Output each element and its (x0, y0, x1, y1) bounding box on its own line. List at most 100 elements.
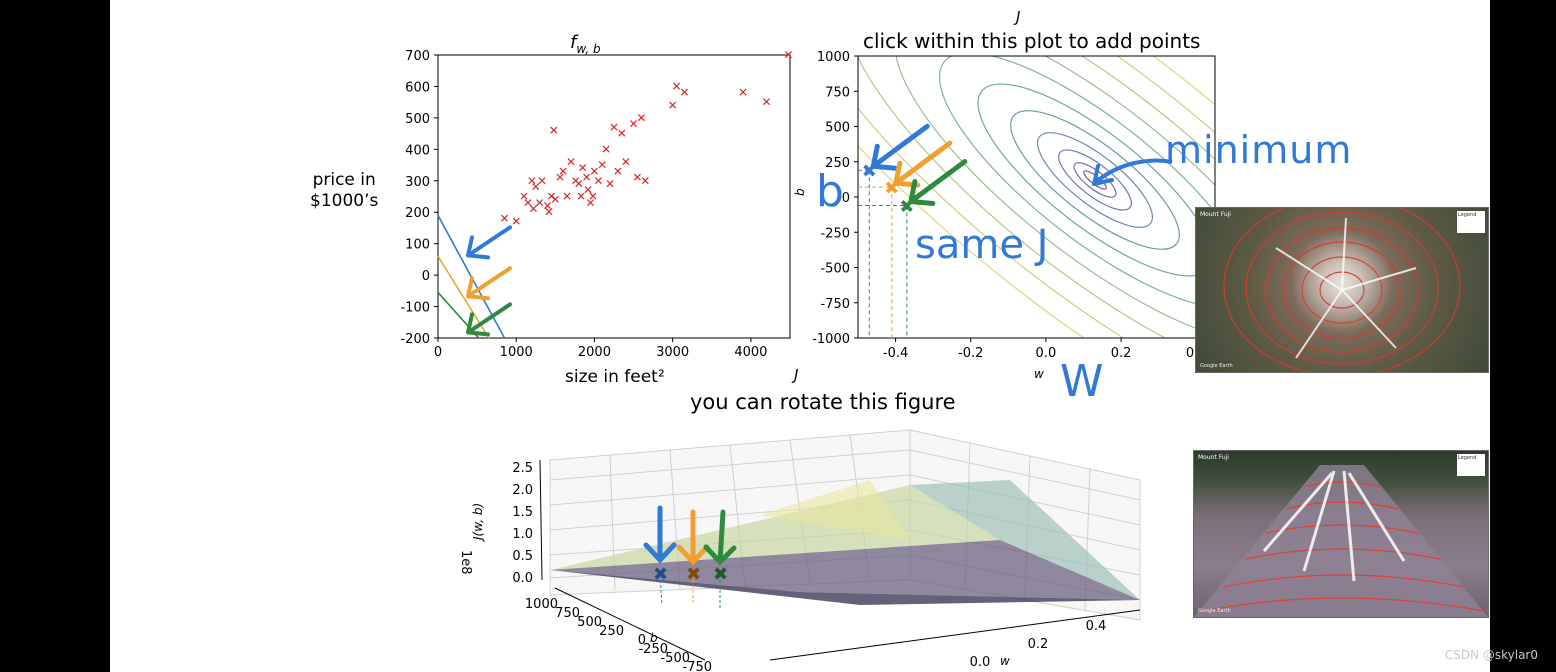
data-point: ✕ (621, 155, 631, 169)
surface-markers: ✖ ✖ ✖ (653, 564, 728, 608)
x-tick-label: -0.2 (958, 346, 983, 361)
data-point: ✕ (571, 174, 581, 188)
photo-bottom-credit: Google Earth (1198, 608, 1231, 614)
data-point: ✕ (632, 171, 642, 185)
fwb-axis-ticks: 0 1000 2000 3000 4000 -200 -100 0 100 200 300 400 50… (400, 49, 767, 360)
contour-level (894, 56, 1215, 338)
data-point: ✕ (738, 86, 748, 100)
surface-wlabel: w (1000, 654, 1010, 668)
data-point: ✕ (762, 95, 772, 109)
data-point: ✕ (582, 171, 592, 185)
data-point: ✕ (566, 155, 576, 169)
annotation-arrow-orange (466, 266, 512, 301)
x-tick-label: 4000 (734, 345, 767, 360)
y-tick-label: 500 (405, 112, 430, 127)
data-point: ✕ (601, 142, 611, 156)
y-tick-label: 700 (405, 49, 430, 64)
fwb-xlabel: size in feet² (565, 367, 665, 387)
photo-top-legend: Legend (1457, 211, 1485, 233)
contour-title: click within this plot to add points (863, 29, 1200, 53)
y-tick-label: 200 (405, 206, 430, 221)
data-point: ✕ (609, 120, 619, 134)
data-point: ✕ (546, 190, 556, 204)
b-tick-label: 750 (555, 606, 580, 621)
data-point: ✕ (605, 177, 615, 191)
y-tick-label: 600 (405, 80, 430, 95)
data-point: ✕ (640, 174, 650, 188)
data-point: ✕ (668, 98, 678, 112)
b-tick-label: 250 (599, 624, 624, 639)
z-tick-label: 2.5 (512, 461, 533, 476)
contour-level (858, 56, 1215, 338)
y-tick-label: 750 (825, 85, 850, 100)
y-tick-label: -750 (820, 297, 850, 312)
data-point: ✕ (576, 190, 586, 204)
annotation-b: b (816, 166, 844, 217)
y-tick-label: -200 (400, 332, 430, 347)
surface-blabel: b (650, 631, 658, 645)
contour-plot[interactable]: J click within this plot to add points -… (790, 0, 1250, 390)
annotation-same-j: same J (915, 222, 1049, 268)
mountain-contour-icon (1194, 465, 1488, 617)
data-point: ✕ (636, 111, 646, 125)
surface-title: you can rotate this figure (690, 390, 956, 414)
z-tick-label: 0.5 (512, 549, 533, 564)
w-tick-label: 0.4 (1086, 619, 1107, 634)
b-tick-label: 0 (638, 633, 646, 648)
data-point: ✕ (589, 164, 599, 178)
b-tick-label: 500 (577, 615, 602, 630)
data-point: ✕ (629, 117, 639, 131)
data-point: ✕ (527, 174, 537, 188)
contour-level (1036, 132, 1154, 228)
data-point: ✕ (537, 174, 547, 188)
data-point: ✕ (550, 193, 560, 207)
annotation-arrow-green (908, 158, 968, 206)
b-tick-label: -250 (638, 642, 668, 657)
y-tick-label: 250 (825, 156, 850, 171)
data-point: ✕ (562, 190, 572, 204)
data-point: ✕ (549, 123, 559, 137)
svg-text:✖: ✖ (686, 564, 701, 585)
data-point: ✕ (613, 164, 623, 178)
data-point: ✕ (588, 190, 598, 204)
b-tick-label: -750 (682, 660, 712, 672)
contour-level (1073, 162, 1117, 198)
fwb-plot[interactable]: fw, b 0 1000 2000 3000 4000 -200 -100 0 100 200 30… (380, 20, 820, 390)
x-tick-label: 3000 (656, 345, 689, 360)
data-point: ✕ (535, 196, 545, 210)
data-point: ✕ (511, 215, 521, 229)
data-point: ✕ (555, 171, 565, 185)
annotation-minimum: minimum (1165, 128, 1353, 172)
data-point: ✕ (558, 164, 568, 178)
y-tick-label: -250 (820, 226, 850, 241)
y-tick-label: 0 (422, 269, 430, 284)
y-tick-label: 100 (405, 238, 430, 253)
b-tick-label: -500 (660, 651, 690, 666)
fwb-ylabel: price in $1000’s (310, 170, 378, 212)
contour-level (858, 56, 1215, 338)
photo-top-credit: Google Earth (1200, 363, 1233, 369)
z-tick-label: 0.0 (512, 571, 533, 586)
data-point: ✕ (586, 196, 596, 210)
surface-zscale-label: 1e8 (458, 550, 473, 575)
data-point: ✕ (617, 127, 627, 141)
y-tick-label: -1000 (812, 332, 850, 347)
annotation-w: W (1060, 356, 1104, 407)
annotation-arrow-green (466, 302, 512, 337)
data-point: ✕ (679, 86, 689, 100)
data-point: ✕ (531, 180, 541, 194)
data-point: ✕ (783, 48, 793, 62)
x-tick-label: 1000 (500, 345, 533, 360)
data-point: ✕ (593, 174, 603, 188)
data-point: ✕ (519, 190, 529, 204)
fwb-frame (437, 54, 791, 339)
contour-level (1010, 110, 1180, 250)
z-tick-label: 2.0 (512, 483, 533, 498)
contour-title-j: J (1013, 8, 1020, 26)
svg-text:✖: ✖ (653, 564, 668, 585)
photo-bottom-legend: Legend (1457, 454, 1485, 476)
minimum-arrow (1092, 158, 1173, 186)
contour-cost-points: ✖✖✖ (858, 123, 968, 338)
